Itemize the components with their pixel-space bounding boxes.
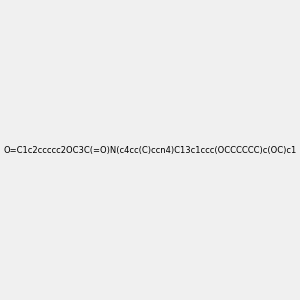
Text: O=C1c2ccccc2OC3C(=O)N(c4cc(C)ccn4)C13c1ccc(OCCCCCC)c(OC)c1: O=C1c2ccccc2OC3C(=O)N(c4cc(C)ccn4)C13c1c… bbox=[3, 146, 297, 154]
